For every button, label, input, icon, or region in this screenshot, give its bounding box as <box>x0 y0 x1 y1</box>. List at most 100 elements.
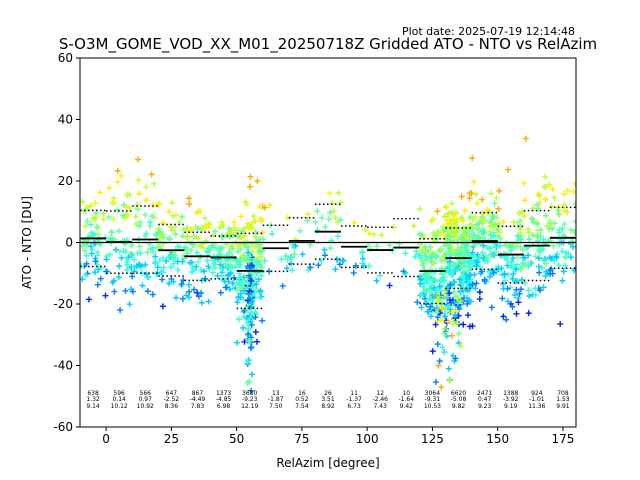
bin-std-label: 10.92 <box>137 403 154 410</box>
data-point <box>212 264 219 271</box>
data-point <box>103 256 110 263</box>
data-point <box>464 249 471 256</box>
data-point <box>143 184 150 191</box>
data-point <box>458 214 465 221</box>
bin-std-label: 11.36 <box>528 403 545 410</box>
data-point <box>152 260 159 267</box>
data-point <box>473 280 480 287</box>
data-point <box>500 218 507 225</box>
bin-std-label: 7.43 <box>374 403 388 410</box>
y-tick-label: 40 <box>58 113 73 127</box>
data-point <box>535 263 542 270</box>
data-point <box>434 341 441 348</box>
data-point <box>188 247 195 254</box>
data-point <box>110 277 117 284</box>
data-point <box>493 248 500 255</box>
data-point <box>417 254 424 261</box>
data-point <box>436 293 443 300</box>
data-point <box>402 270 409 276</box>
data-point <box>431 277 438 284</box>
data-point <box>223 264 230 271</box>
data-point <box>197 208 204 215</box>
data-point <box>234 339 241 346</box>
data-point <box>189 240 196 247</box>
data-point <box>467 298 474 305</box>
data-point <box>114 206 121 213</box>
data-point <box>114 167 121 174</box>
data-point <box>552 253 559 260</box>
data-point <box>139 282 146 289</box>
bin-mean-label: -5.08 <box>451 396 467 403</box>
data-point <box>269 230 276 237</box>
bin-mean-label: -3.92 <box>503 396 519 403</box>
data-point <box>315 262 322 269</box>
data-point <box>568 238 575 245</box>
data-point <box>169 199 176 206</box>
data-point <box>152 253 159 260</box>
bin-mean-label: 0.52 <box>295 396 309 403</box>
data-point <box>431 284 438 291</box>
data-point <box>304 211 311 218</box>
data-point <box>247 344 254 351</box>
bin-count-label: 1388 <box>503 390 518 397</box>
data-point <box>512 277 519 284</box>
data-point <box>229 280 236 287</box>
bin-count-label: 3680 <box>242 390 257 397</box>
data-point <box>434 208 441 215</box>
data-point <box>472 191 479 198</box>
data-point <box>155 201 162 208</box>
bin-std-label: 8.92 <box>321 403 335 410</box>
data-point <box>469 216 476 223</box>
data-point <box>259 229 266 236</box>
data-point <box>329 200 336 207</box>
bin-count-label: 924 <box>531 390 543 397</box>
data-point <box>439 304 446 311</box>
bin-count-label: 2471 <box>477 390 492 397</box>
data-point <box>154 264 161 271</box>
data-point <box>521 213 528 220</box>
data-point <box>330 207 337 214</box>
data-point <box>247 183 254 190</box>
data-point <box>253 281 260 288</box>
data-point <box>514 261 521 268</box>
data-point <box>481 276 488 283</box>
data-point <box>115 228 122 235</box>
bin-count-label: 638 <box>87 390 99 397</box>
bin-count-label: 13 <box>272 390 280 397</box>
data-point <box>86 296 93 303</box>
data-point <box>92 258 99 265</box>
data-point <box>102 292 109 299</box>
bin-mean-label: 0.97 <box>139 396 153 403</box>
data-point <box>227 229 234 236</box>
data-point <box>159 276 166 283</box>
data-point <box>113 246 120 253</box>
data-point <box>464 287 471 294</box>
bin-std-label: 9.14 <box>86 403 100 410</box>
data-point <box>509 275 516 282</box>
data-point <box>208 242 215 249</box>
bin-mean-label: -9.31 <box>425 396 441 403</box>
data-point <box>204 257 211 264</box>
data-point <box>547 220 554 227</box>
data-point <box>231 219 238 226</box>
data-point <box>457 343 464 350</box>
data-point <box>259 317 266 324</box>
data-point <box>521 261 528 268</box>
data-point <box>370 231 377 238</box>
data-point <box>108 229 115 236</box>
data-point <box>541 183 548 190</box>
data-point <box>464 300 471 307</box>
data-point <box>427 296 434 303</box>
data-point <box>517 286 524 293</box>
data-point <box>132 213 139 220</box>
data-point <box>536 269 543 276</box>
data-point <box>428 218 435 225</box>
data-point <box>564 187 571 194</box>
data-point <box>517 236 524 243</box>
bin-count-label: 1373 <box>216 390 231 397</box>
data-point <box>366 262 373 269</box>
data-point <box>432 321 439 328</box>
data-point <box>255 276 262 283</box>
data-point <box>137 250 144 257</box>
data-point <box>156 242 163 249</box>
